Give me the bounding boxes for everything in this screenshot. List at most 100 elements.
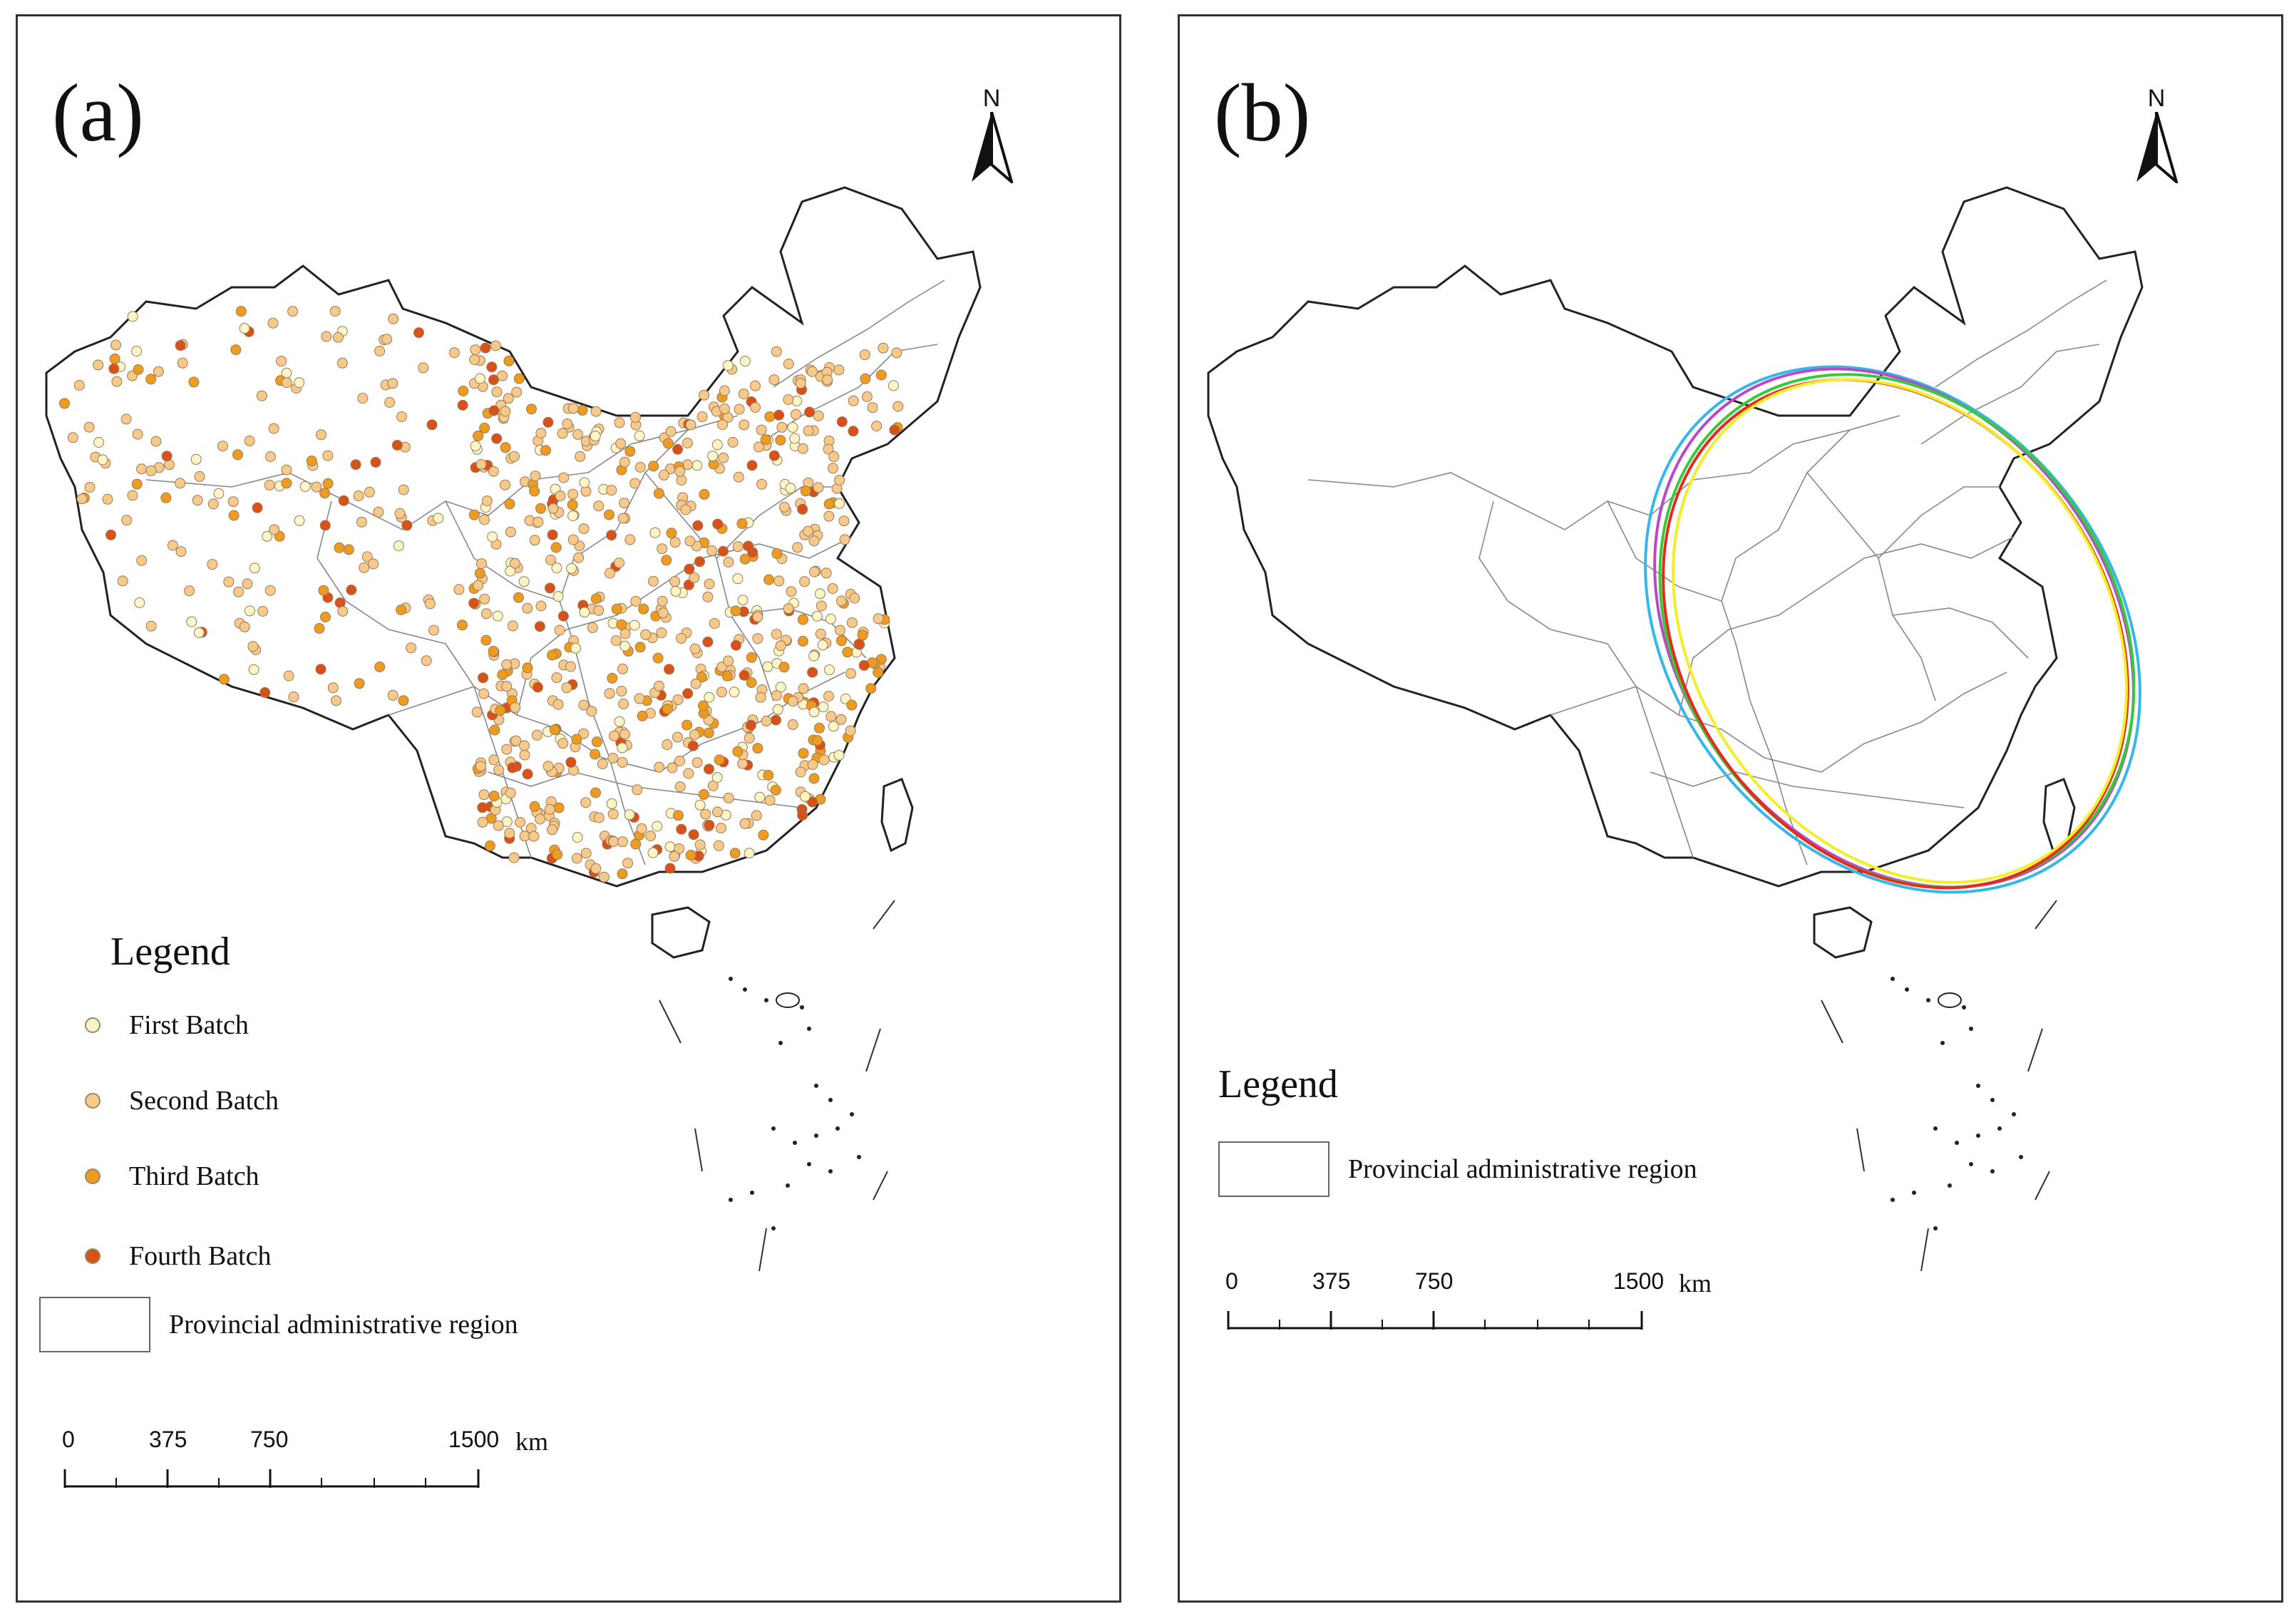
legend-item-label: Provincial administrative region bbox=[169, 1310, 518, 1340]
scale-bar-graphic bbox=[63, 1469, 480, 1488]
site-point bbox=[676, 823, 687, 835]
site-point bbox=[634, 462, 646, 473]
province-boundary bbox=[388, 686, 475, 716]
sea-boundary-dash bbox=[2035, 1171, 2050, 1201]
site-point bbox=[474, 567, 485, 579]
site-point bbox=[716, 823, 726, 834]
site-point bbox=[353, 490, 364, 502]
sea-boundary-dash bbox=[2027, 1028, 2043, 1072]
site-point bbox=[823, 443, 834, 455]
site-point bbox=[669, 537, 681, 548]
site-point bbox=[609, 730, 619, 741]
site-point bbox=[491, 433, 503, 444]
site-point bbox=[783, 603, 794, 615]
site-point bbox=[573, 552, 585, 563]
site-point bbox=[823, 691, 834, 701]
site-point bbox=[680, 504, 691, 515]
sea-island-outline bbox=[776, 992, 800, 1008]
legend-item-label: Fourth Batch bbox=[129, 1241, 272, 1271]
site-point bbox=[731, 639, 741, 651]
site-point bbox=[547, 529, 558, 540]
sea-island-dot bbox=[807, 1027, 811, 1031]
sea-island-dot bbox=[778, 1041, 783, 1045]
site-point bbox=[616, 619, 627, 630]
site-point bbox=[723, 557, 734, 567]
sea-boundary-dash bbox=[1856, 1128, 1865, 1172]
site-point bbox=[553, 802, 565, 813]
site-point bbox=[488, 754, 500, 766]
legend-item-first-batch: First Batch bbox=[85, 1007, 249, 1043]
site-point bbox=[509, 557, 520, 569]
site-point bbox=[580, 797, 592, 808]
site-point bbox=[834, 498, 845, 509]
site-point bbox=[825, 613, 836, 625]
site-point bbox=[849, 592, 860, 604]
site-point bbox=[479, 593, 490, 605]
province-boundary bbox=[773, 279, 945, 388]
site-point bbox=[535, 813, 545, 825]
scale-tick-label: 375 bbox=[149, 1427, 187, 1452]
site-point bbox=[480, 608, 492, 620]
site-point bbox=[640, 629, 652, 640]
site-point bbox=[785, 483, 796, 494]
site-point bbox=[381, 334, 393, 345]
site-point bbox=[804, 406, 816, 418]
site-point bbox=[505, 526, 516, 538]
site-point bbox=[817, 639, 828, 651]
site-point bbox=[699, 488, 710, 500]
site-point bbox=[249, 562, 260, 574]
sea-island-dot bbox=[850, 1112, 854, 1116]
site-point bbox=[590, 749, 601, 760]
map-panel-b: (b) N Legend Provincial administrative r… bbox=[1178, 14, 2283, 1603]
site-point bbox=[756, 478, 768, 490]
site-point bbox=[406, 642, 417, 654]
site-point bbox=[865, 683, 877, 694]
site-point bbox=[327, 682, 339, 694]
site-point bbox=[789, 433, 801, 444]
site-point bbox=[674, 843, 685, 854]
legend-title: Legend bbox=[1218, 1062, 1338, 1106]
site-point bbox=[687, 740, 699, 751]
site-point bbox=[190, 453, 202, 465]
site-point bbox=[835, 595, 847, 607]
region-swatch-icon bbox=[1218, 1141, 1329, 1197]
hainan-island bbox=[1813, 906, 1873, 959]
site-point bbox=[127, 311, 138, 322]
site-point bbox=[818, 701, 829, 713]
site-point bbox=[839, 534, 850, 545]
scale-tick-label: 0 bbox=[62, 1427, 75, 1452]
site-point bbox=[398, 695, 409, 706]
site-point bbox=[744, 732, 755, 744]
site-point bbox=[714, 754, 725, 766]
site-point bbox=[787, 422, 798, 433]
site-point bbox=[712, 518, 724, 530]
site-point bbox=[827, 583, 838, 595]
site-point bbox=[579, 477, 590, 488]
site-point bbox=[477, 816, 488, 828]
province-boundary bbox=[573, 771, 803, 808]
site-point bbox=[331, 695, 341, 706]
legend-item-label: Provincial administrative region bbox=[1348, 1154, 1697, 1184]
site-point bbox=[519, 749, 530, 761]
site-point bbox=[311, 481, 322, 493]
scale-tick-label: 375 bbox=[1312, 1268, 1351, 1294]
site-point bbox=[329, 306, 341, 317]
site-point bbox=[888, 380, 899, 391]
site-point bbox=[488, 374, 499, 386]
site-point bbox=[758, 829, 769, 841]
site-point bbox=[674, 781, 686, 792]
site-point bbox=[604, 509, 614, 520]
site-point bbox=[607, 672, 618, 684]
site-point bbox=[160, 492, 172, 503]
site-point bbox=[571, 853, 582, 864]
site-point bbox=[145, 620, 157, 632]
site-point bbox=[542, 761, 554, 772]
sea-island-dot bbox=[1912, 1191, 1916, 1195]
site-point bbox=[268, 423, 279, 434]
site-point bbox=[549, 724, 560, 736]
site-point bbox=[468, 597, 480, 609]
region-swatch-icon bbox=[39, 1297, 150, 1352]
site-point bbox=[618, 698, 629, 709]
province-boundary bbox=[1635, 686, 1694, 858]
scale-bar-graphic bbox=[1227, 1311, 1643, 1330]
